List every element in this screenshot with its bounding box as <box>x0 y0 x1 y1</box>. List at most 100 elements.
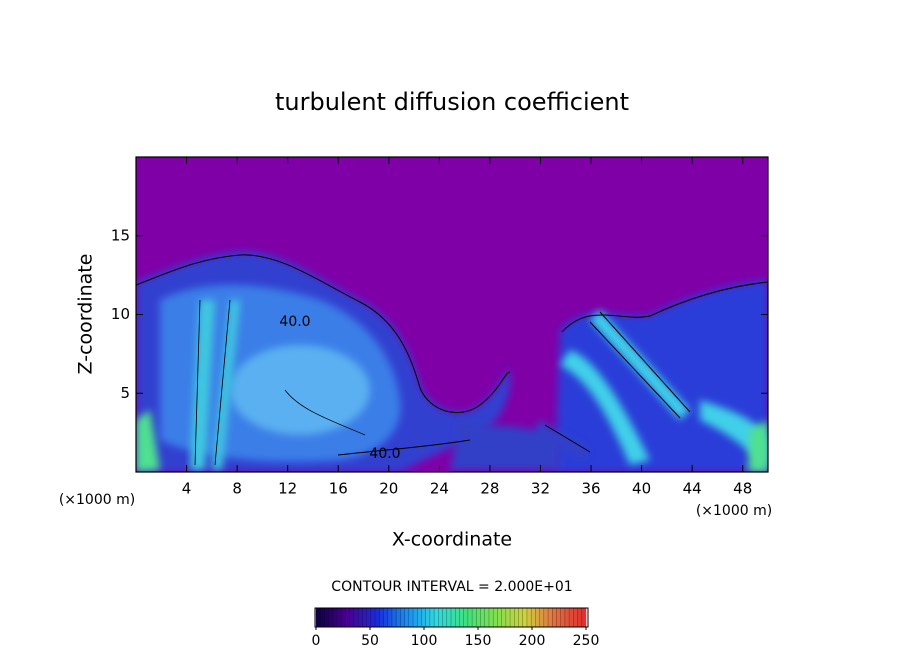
colorbar-swatch <box>451 608 456 627</box>
colorbar-swatch <box>320 608 325 627</box>
colorbar-swatch <box>531 608 536 627</box>
colorbar-swatch <box>518 608 524 627</box>
colorbar-swatch <box>480 608 486 627</box>
colorbar-swatch <box>581 608 587 627</box>
colorbar-swatch <box>556 608 561 627</box>
colorbar-swatch <box>455 608 460 627</box>
colorbar-swatch <box>472 608 477 627</box>
colorbar-swatch <box>552 608 557 627</box>
colorbar-swatch <box>438 608 443 627</box>
colorbar-swatch <box>400 608 405 627</box>
colorbar-tick-label: 50 <box>361 633 379 649</box>
colorbar-swatch <box>366 608 372 627</box>
colorbar-swatch <box>383 608 389 627</box>
field-region <box>190 300 240 470</box>
colorbar-swatch <box>328 608 334 627</box>
x-tick-label: 32 <box>531 480 550 498</box>
colorbar-swatch <box>379 608 384 627</box>
colorbar-swatch <box>391 608 397 627</box>
field-region <box>230 345 370 435</box>
colorbar-swatch <box>467 608 473 627</box>
x-tick-label: 28 <box>480 480 499 498</box>
x-tick-label: 36 <box>581 480 600 498</box>
colorbar-swatch <box>573 608 578 627</box>
colorbar-swatch <box>505 608 511 627</box>
colorbar-swatch <box>543 608 549 627</box>
colorbar-tick-label: 250 <box>573 633 600 649</box>
field-region <box>560 310 768 470</box>
colorbar-swatch <box>526 608 532 627</box>
contour-line <box>561 281 768 333</box>
colorbar-swatch <box>353 608 359 627</box>
colorbar-swatch <box>345 608 351 627</box>
colorbar-swatch <box>434 608 439 627</box>
x-tick-label: 40 <box>632 480 651 498</box>
colorbar-tick-label: 100 <box>411 633 438 649</box>
colorbar-swatch <box>349 608 355 627</box>
contour-label: 40.0 <box>369 446 400 462</box>
colorbar-swatch <box>569 608 574 627</box>
colorbar-swatch <box>577 608 583 627</box>
x-tick-label: 4 <box>182 480 192 498</box>
field-region <box>450 420 590 470</box>
colorbar-swatch <box>493 608 498 627</box>
colorbar-swatch <box>421 608 426 627</box>
x-tick-label: 44 <box>683 480 702 498</box>
colorbar-swatch <box>408 608 414 627</box>
colorbar-swatch <box>337 608 342 627</box>
colorbar-swatch <box>522 608 528 627</box>
colorbar-swatch <box>324 608 329 627</box>
y-axis-label: Z-coordinate <box>75 254 97 375</box>
x-tick-label: 12 <box>278 480 297 498</box>
colorbar-swatch <box>358 608 363 627</box>
colorbar-swatch <box>497 608 502 627</box>
colorbar-tick-label: 0 <box>312 633 321 649</box>
colorbar-swatch <box>514 608 519 627</box>
colorbar-swatch <box>413 608 418 627</box>
colorbar-swatch <box>446 608 452 627</box>
x-unit-label: (×1000 m) <box>59 492 135 508</box>
colorbar-swatch <box>417 608 422 627</box>
colorbar-swatch <box>560 608 566 627</box>
colorbar-swatch <box>332 608 338 627</box>
contour-line <box>544 311 691 453</box>
colorbar-swatch <box>459 608 464 627</box>
colorbar-swatch <box>404 608 410 627</box>
x-axis-label: X-coordinate <box>392 529 512 551</box>
x-tick-label: 20 <box>379 480 398 498</box>
colorbar-swatch <box>341 608 346 627</box>
contour-line <box>337 439 471 456</box>
contour-interval: CONTOUR INTERVAL = 2.000E+01 <box>331 579 572 595</box>
colorbar-swatch <box>539 608 545 627</box>
contour-label: 40.0 <box>279 314 310 330</box>
colorbar-swatch <box>548 608 553 627</box>
contour-line <box>136 254 511 413</box>
y-tick-label: 10 <box>111 305 130 323</box>
x-unit-label: (×1000 m) <box>696 503 772 519</box>
colorbar-swatch <box>535 608 540 627</box>
colorbar-tick-label: 200 <box>519 633 546 649</box>
colorbar-swatch <box>387 608 393 627</box>
colorbar-swatch <box>375 608 380 627</box>
x-tick-label: 24 <box>430 480 449 498</box>
colorbar-swatch <box>429 608 435 627</box>
x-tick-label: 16 <box>329 480 348 498</box>
colorbar-swatch <box>488 608 494 627</box>
x-tick-label: 8 <box>232 480 242 498</box>
chart-title: turbulent diffusion coefficient <box>275 88 629 116</box>
colorbar-swatch <box>396 608 401 627</box>
colorbar-tick-label: 150 <box>465 633 492 649</box>
colorbar-swatch <box>425 608 431 627</box>
colorbar-swatch <box>370 608 376 627</box>
colorbar-swatch <box>362 608 367 627</box>
colorbar-frame <box>314 607 589 628</box>
x-tick-label: 48 <box>733 480 752 498</box>
colorbar-swatch <box>316 608 321 627</box>
field <box>136 157 768 472</box>
colorbar-swatch <box>463 608 469 627</box>
colorbar-swatch <box>442 608 448 627</box>
y-tick-label: 5 <box>120 384 130 402</box>
y-tick-label: 15 <box>111 226 130 244</box>
